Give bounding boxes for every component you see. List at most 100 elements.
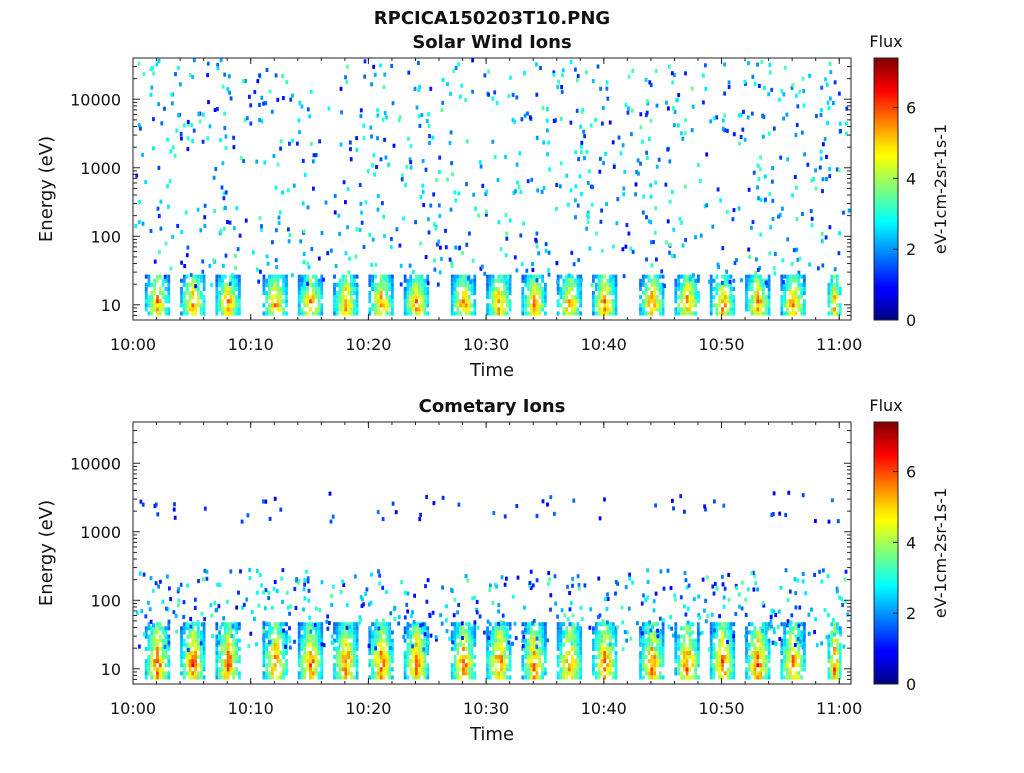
heatmap-cell (197, 295, 200, 299)
heatmap-cell (721, 575, 724, 579)
heatmap-cell (606, 311, 609, 315)
heatmap-cell (370, 135, 373, 139)
heatmap-cell (156, 630, 159, 634)
heatmap-cell (492, 671, 495, 675)
heatmap-cell (409, 275, 412, 279)
heatmap-cell (308, 589, 311, 593)
heatmap-cell (601, 655, 604, 659)
heatmap-cell (265, 299, 268, 303)
heatmap-cell (476, 600, 479, 604)
heatmap-cell (465, 299, 468, 303)
heatmap-cell (362, 124, 365, 128)
heatmap-cell (650, 635, 653, 639)
heatmap-cell (377, 655, 380, 659)
heatmap-cell (530, 635, 533, 639)
heatmap-cell (745, 291, 748, 295)
heatmap-cell (574, 198, 577, 202)
heatmap-cell (642, 279, 645, 283)
heatmap-cell (674, 622, 677, 626)
heatmap-cell (795, 622, 798, 626)
heatmap-cell (451, 283, 454, 287)
heatmap-cell (180, 626, 183, 630)
heatmap-cell (560, 667, 563, 671)
heatmap-cell (339, 635, 342, 639)
heatmap-cell (759, 167, 762, 171)
heatmap-cell (521, 295, 524, 299)
heatmap-cell (183, 671, 186, 675)
heatmap-cell (530, 675, 533, 679)
heatmap-cell (279, 630, 282, 634)
heatmap-cell (221, 643, 224, 647)
heatmap-cell (648, 80, 651, 84)
heatmap-cell (686, 626, 689, 630)
heatmap-cell (665, 101, 668, 105)
heatmap-cell (571, 647, 574, 651)
heatmap-cell (656, 275, 659, 279)
heatmap-cell (339, 630, 342, 634)
heatmap-cell (268, 287, 271, 291)
heatmap-cell (570, 601, 573, 605)
heatmap-cell (221, 667, 224, 671)
heatmap-cell (225, 254, 228, 258)
heatmap-cell (279, 508, 282, 512)
heatmap-cell (527, 179, 530, 183)
heatmap-cell (509, 218, 512, 222)
heatmap-cell (648, 287, 651, 291)
heatmap-cell (515, 95, 518, 99)
heatmap-cell (560, 630, 563, 634)
heatmap-cell (565, 295, 568, 299)
heatmap-cell (383, 299, 386, 303)
heatmap-cell (377, 675, 380, 679)
heatmap-cell (309, 651, 312, 655)
heatmap-cell (686, 295, 689, 299)
heatmap-cell (183, 264, 186, 268)
heatmap-cell (722, 504, 725, 508)
heatmap-cell (609, 283, 612, 287)
heatmap-cell (704, 63, 707, 67)
heatmap-cell (786, 663, 789, 667)
heatmap-cell (407, 295, 410, 299)
heatmap-cell (371, 630, 374, 634)
heatmap-cell (662, 675, 665, 679)
heatmap-cell (462, 667, 465, 671)
heatmap-cell (285, 303, 288, 307)
heatmap-cell (415, 630, 418, 634)
heatmap-cell (646, 99, 649, 103)
heatmap-cell (780, 651, 783, 655)
heatmap-cell (694, 647, 697, 651)
heatmap-cell (792, 663, 795, 667)
heatmap-cell (336, 283, 339, 287)
heatmap-cell (606, 299, 609, 303)
heatmap-cell (418, 659, 421, 663)
heatmap-cell (189, 283, 192, 287)
heatmap-cell (489, 675, 492, 679)
heatmap-cell (318, 622, 321, 626)
heatmap-cell (568, 303, 571, 307)
heatmap-cell (756, 655, 759, 659)
heatmap-cell (727, 651, 730, 655)
heatmap-cell (183, 622, 186, 626)
heatmap-cell (277, 635, 280, 639)
heatmap-cell (836, 311, 839, 315)
heatmap-cell (203, 667, 206, 671)
heatmap-cell (503, 663, 506, 667)
heatmap-cell (546, 107, 549, 111)
heatmap-cell (509, 651, 512, 655)
heatmap-cell (786, 651, 789, 655)
heatmap-cell (238, 311, 241, 315)
heatmap-cell (571, 584, 574, 588)
heatmap-cell (301, 647, 304, 651)
x-tick-label: 10:30 (463, 699, 509, 718)
heatmap-cell (538, 651, 541, 655)
heatmap-cell (285, 635, 288, 639)
heatmap-cell (745, 279, 748, 283)
heatmap-cell (646, 596, 649, 600)
heatmap-cell (244, 79, 247, 83)
heatmap-cell (320, 671, 323, 675)
heatmap-cell (279, 210, 282, 214)
heatmap-cell (574, 307, 577, 311)
heatmap-cell (497, 655, 500, 659)
heatmap-cell (412, 295, 415, 299)
heatmap-cell (356, 307, 359, 311)
heatmap-cell (262, 499, 265, 503)
